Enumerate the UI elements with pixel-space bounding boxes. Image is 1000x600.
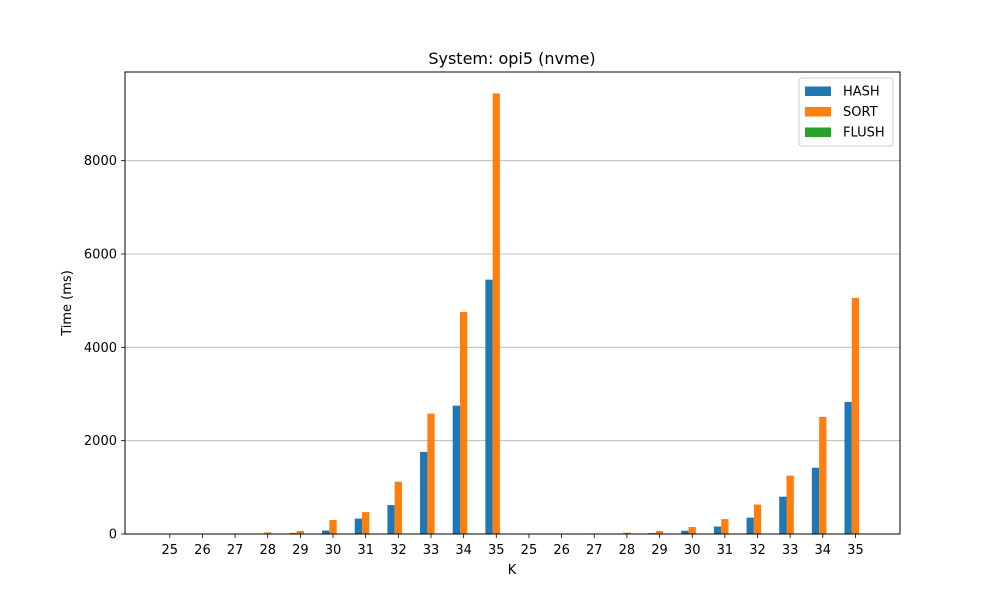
bar-hash-33 <box>420 451 428 534</box>
y-axis-ticks: 0 2000 4000 6000 8000 <box>84 154 125 543</box>
y-tick-label: 6000 <box>84 248 117 263</box>
bar-hash-31 <box>713 526 722 534</box>
x-tick-label: 28 <box>619 543 636 558</box>
y-tick-label: 8000 <box>84 154 117 169</box>
y-axis-label: Time (ms) <box>60 270 75 337</box>
x-tick-label: 34 <box>455 543 472 558</box>
x-axis-label: K <box>508 563 517 578</box>
grid-lines <box>125 160 900 442</box>
bar-sort-31 <box>721 519 729 534</box>
bars <box>158 93 860 534</box>
bar-hash-32 <box>387 505 395 534</box>
x-tick-label: 34 <box>815 543 832 558</box>
x-tick-label: 28 <box>259 543 276 558</box>
bar-hash-31 <box>354 518 363 534</box>
bar-hash-35 <box>485 279 493 534</box>
x-tick-label: 26 <box>194 543 211 558</box>
legend-label-hash: HASH <box>843 85 880 100</box>
legend: HASH SORT FLUSH <box>798 77 894 147</box>
x-axis-ticks: 25 26 27 28 29 30 31 32 33 34 35 25 26 27 28 29 30 31 32 33… <box>162 534 864 558</box>
legend-label-flush: FLUSH <box>843 126 885 141</box>
legend-swatch-hash <box>805 86 831 96</box>
x-tick-label: 27 <box>586 543 603 558</box>
x-tick-label: 29 <box>292 543 309 558</box>
bar-sort-35 <box>851 297 860 534</box>
x-tick-label: 31 <box>717 543 734 558</box>
bar-hash-32 <box>746 517 754 534</box>
bar-sort-32 <box>394 481 402 534</box>
bar-sort-35 <box>492 93 500 534</box>
bar-sort-29 <box>655 530 664 534</box>
x-tick-label: 26 <box>553 543 570 558</box>
x-tick-label: 25 <box>521 543 538 558</box>
bar-sort-30 <box>688 527 696 534</box>
bar-hash-35 <box>844 401 852 534</box>
x-tick-label: 30 <box>684 543 701 558</box>
bar-hash-34 <box>452 405 460 534</box>
legend-swatch-flush <box>805 127 831 137</box>
bar-sort-28 <box>264 532 272 534</box>
x-tick-label: 33 <box>423 543 440 558</box>
y-tick-label: 0 <box>109 528 117 543</box>
legend-label-sort: SORT <box>843 105 878 120</box>
bar-sort-33 <box>786 475 794 534</box>
x-tick-label: 35 <box>847 543 864 558</box>
y-tick-label: 2000 <box>84 434 117 449</box>
bar-sort-34 <box>460 311 468 534</box>
bar-sort-34 <box>819 416 827 534</box>
bar-sort-28 <box>623 532 631 534</box>
x-tick-label: 27 <box>227 543 244 558</box>
legend-swatch-sort <box>805 107 831 117</box>
y-tick-label: 4000 <box>84 341 117 356</box>
bar-sort-30 <box>329 520 337 534</box>
bar-hash-33 <box>779 496 787 534</box>
bar-hash-30 <box>681 530 689 534</box>
x-tick-label: 31 <box>357 543 374 558</box>
x-tick-label: 33 <box>782 543 799 558</box>
bar-sort-32 <box>753 504 762 534</box>
bar-sort-33 <box>427 413 435 534</box>
plot-frame <box>124 71 901 535</box>
x-tick-label: 32 <box>390 543 407 558</box>
x-tick-label: 32 <box>749 543 766 558</box>
x-tick-label: 25 <box>162 543 179 558</box>
x-tick-label: 29 <box>651 543 668 558</box>
bar-sort-29 <box>296 530 305 534</box>
x-tick-label: 30 <box>325 543 342 558</box>
bar-hash-34 <box>811 467 820 534</box>
chart-title: System: opi5 (nvme) <box>428 49 595 68</box>
x-tick-label: 35 <box>488 543 505 558</box>
bar-hash-30 <box>322 530 330 534</box>
bar-sort-31 <box>362 512 370 534</box>
